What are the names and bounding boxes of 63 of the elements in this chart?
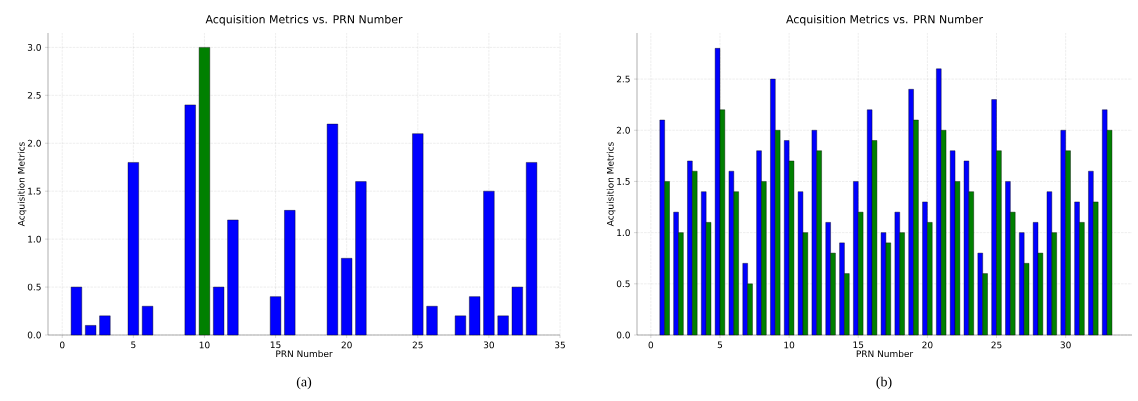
bar	[284, 210, 296, 336]
y-tick-label: 3.0	[27, 43, 41, 51]
bar	[454, 315, 466, 336]
bar	[355, 181, 367, 336]
bar	[797, 191, 804, 336]
bar	[85, 325, 97, 336]
bar	[142, 306, 154, 336]
y-axis-title: Acquisition Metrics	[606, 142, 616, 227]
chart-title: Acquisition Metrics vs. PRN Number	[786, 14, 984, 26]
y-tick-label: 2.5	[27, 91, 41, 99]
x-tick-label: 30	[483, 341, 495, 349]
x-tick-label: 15	[853, 341, 864, 349]
x-tick-label: 35	[554, 341, 565, 349]
bar	[880, 232, 887, 336]
bar	[341, 258, 353, 336]
y-tick-label: 2.5	[616, 75, 630, 83]
bar	[270, 296, 282, 336]
y-tick-label: 1.0	[28, 235, 41, 243]
bar	[526, 162, 538, 336]
bar	[469, 296, 481, 336]
x-tick-label: 0	[648, 341, 654, 349]
bar	[70, 286, 82, 336]
y-tick-label: 2.0	[27, 139, 41, 147]
bar	[1046, 191, 1053, 336]
y-tick-label: 1.5	[617, 178, 630, 185]
x-tick-label: 25	[412, 341, 423, 349]
bar	[511, 286, 523, 336]
x-axis-title: PRN Number	[276, 350, 333, 358]
bar	[497, 315, 509, 336]
y-tick-label: 0.5	[616, 280, 630, 288]
bar	[412, 133, 424, 336]
x-tick-label: 20	[922, 341, 933, 349]
bar	[184, 104, 196, 336]
bar	[326, 123, 338, 336]
text: (a)	[296, 376, 312, 390]
x-tick-label: 5	[131, 341, 136, 349]
bar	[99, 315, 111, 336]
y-tick-label: 0.0	[27, 331, 41, 339]
x-tick-label: 30	[1060, 341, 1071, 349]
text: (b)	[876, 376, 892, 390]
x-tick-label: 10	[784, 341, 795, 349]
chart-title: Acquisition Metrics vs. PRN Number	[205, 14, 403, 26]
bar	[714, 48, 721, 336]
y-tick-label: 1.0	[617, 229, 630, 237]
bar	[213, 286, 225, 336]
bar	[198, 47, 210, 336]
y-tick-label: 2.0	[616, 126, 630, 134]
y-tick-label: 0.5	[27, 283, 41, 291]
bar	[426, 306, 438, 336]
bar	[963, 160, 970, 336]
bar	[227, 219, 239, 336]
x-tick-label: 20	[341, 341, 352, 349]
y-axis-title: Acquisition Metrics	[17, 142, 27, 227]
x-axis-title: PRN Number	[856, 350, 914, 358]
bar	[127, 162, 139, 336]
x-tick-label: 10	[199, 341, 210, 349]
x-tick-label: 25	[991, 341, 1002, 349]
x-tick-label: 5	[717, 341, 723, 349]
bar	[483, 190, 495, 336]
x-tick-label: 0	[59, 341, 65, 349]
x-tick-label: 15	[270, 341, 281, 349]
y-tick-label: 0.0	[616, 331, 630, 339]
y-tick-label: 1.5	[28, 187, 41, 195]
